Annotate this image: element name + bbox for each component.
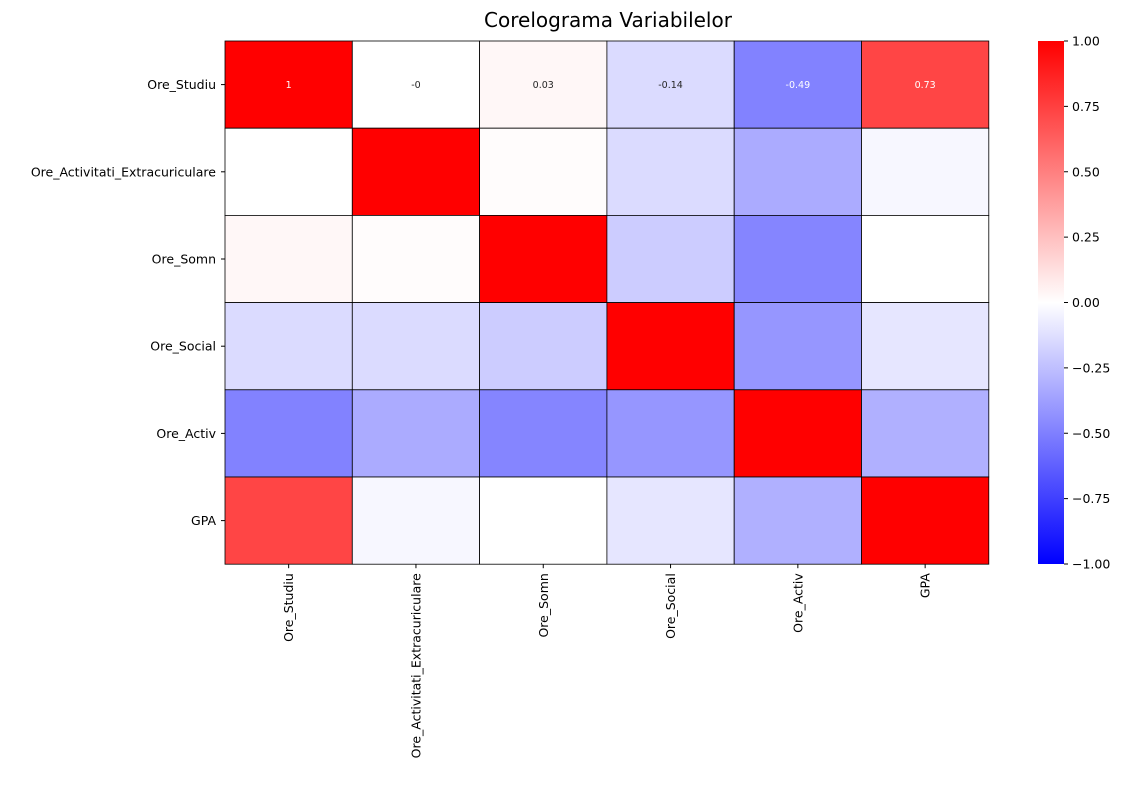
cell-annotation: -0.49 <box>786 80 811 91</box>
heatmap-cell <box>479 214 608 303</box>
row-tick-label: Ore_Activ <box>156 426 216 441</box>
colorbar-tick-label: 1.00 <box>1072 34 1100 49</box>
heatmap-cell <box>479 302 608 391</box>
column-labels: Ore_Studiu Ore_Activitati_Extracuriculare… <box>281 564 933 758</box>
heatmap-cell <box>733 302 862 391</box>
heatmap-cell <box>606 127 735 216</box>
heatmap-cell <box>861 40 990 129</box>
row-labels: Ore_Studiu Ore_Activitati_Extracuriculare… <box>31 77 225 528</box>
heatmap-cell <box>733 127 862 216</box>
column-tick-label: Ore_Somn <box>536 573 551 637</box>
column-tick-label: Ore_Studiu <box>281 573 296 642</box>
colorbar-tick-label: 0.25 <box>1072 230 1100 245</box>
colorbar-tick-label: 0.50 <box>1072 164 1100 179</box>
heatmap-cell <box>861 214 990 303</box>
column-tick-label: Ore_Activitati_Extracuriculare <box>408 573 423 758</box>
heatmap-cell <box>861 389 990 478</box>
colorbar <box>1038 41 1064 564</box>
cell-annotation: 1 <box>286 80 292 91</box>
heatmap-cell <box>861 127 990 216</box>
heatmap-cell <box>606 40 735 129</box>
colorbar-tick-label: 0.75 <box>1072 99 1100 114</box>
heatmap-cell <box>351 389 480 478</box>
heatmap-cell <box>733 389 862 478</box>
heatmap-cell <box>351 476 480 565</box>
heatmap-cell <box>479 40 608 129</box>
colorbar-tick-label: 0.00 <box>1072 295 1100 310</box>
cell-annotation: -0.14 <box>658 80 683 91</box>
cell-annotation: -0 <box>411 80 420 91</box>
heatmap-cell <box>224 389 353 478</box>
cell-annotation: 0.03 <box>533 80 554 91</box>
heatmap-cell <box>606 389 735 478</box>
heatmap-cell <box>351 127 480 216</box>
chart-title: Corelograma Variabilelor <box>484 8 733 32</box>
colorbar-tick-label: −0.25 <box>1072 360 1110 375</box>
heatmap-cell <box>733 40 862 129</box>
column-tick-label: Ore_Social <box>663 573 678 639</box>
heatmap-cell <box>224 214 353 303</box>
row-tick-label: GPA <box>191 513 216 528</box>
heatmap-cell <box>224 476 353 565</box>
heatmap-cell <box>224 127 353 216</box>
row-tick-label: Ore_Social <box>150 339 216 354</box>
column-tick-label: GPA <box>918 573 933 598</box>
heatmap-cell <box>224 302 353 391</box>
heatmap-cell <box>861 302 990 391</box>
heatmap-cell <box>733 476 862 565</box>
heatmap-cell <box>733 214 862 303</box>
row-tick-label: Ore_Studiu <box>147 77 216 92</box>
heatmap-cell <box>351 214 480 303</box>
colorbar-ticks: 1.00 0.75 0.50 0.25 0.00 −0.25 −0.50 −0.75 −1.00 <box>1064 34 1110 572</box>
cell-annotation: 0.73 <box>915 80 936 91</box>
heatmap-cell <box>606 214 735 303</box>
colorbar-tick-label: −0.50 <box>1072 426 1110 441</box>
heatmap-cell <box>606 302 735 391</box>
colorbar-tick-label: −0.75 <box>1072 491 1110 506</box>
heatmap-cell <box>606 476 735 565</box>
heatmap-cell <box>479 476 608 565</box>
heatmap-cells: 1 -0 0.03 -0.14 -0.49 0.73 <box>224 40 990 565</box>
row-tick-label: Ore_Somn <box>152 252 216 267</box>
colorbar-tick-label: −1.00 <box>1072 557 1110 572</box>
heatmap-cell <box>479 389 608 478</box>
heatmap-cell <box>861 476 990 565</box>
heatmap-cell <box>224 40 353 129</box>
heatmap-cell <box>479 127 608 216</box>
heatmap-cell <box>351 40 480 129</box>
column-tick-label: Ore_Activ <box>790 573 805 633</box>
heatmap-cell <box>351 302 480 391</box>
row-tick-label: Ore_Activitati_Extracuriculare <box>31 164 216 179</box>
